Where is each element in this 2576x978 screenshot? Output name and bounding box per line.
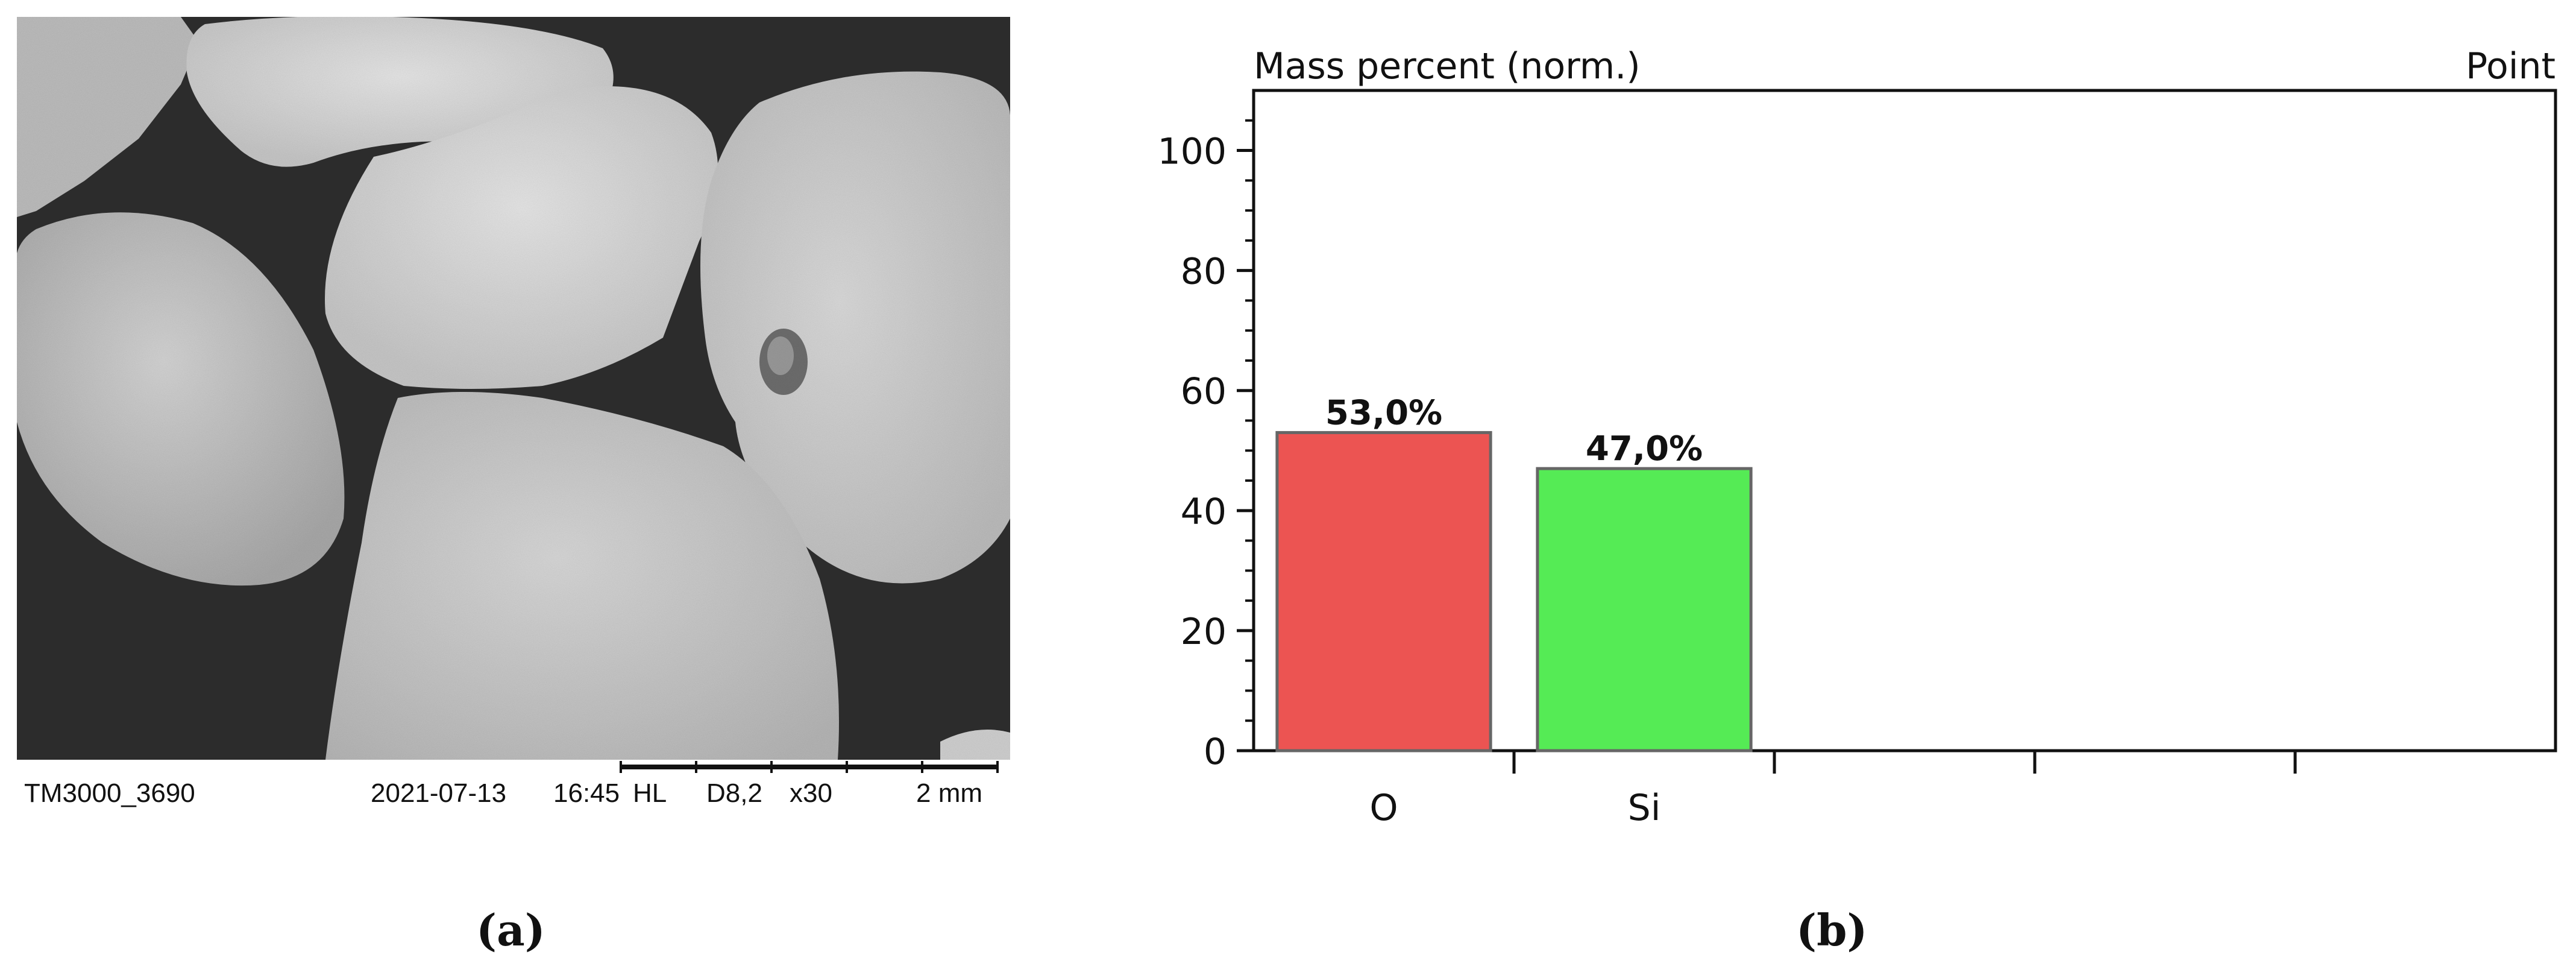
- grain-top-left: [17, 17, 199, 217]
- sem-time-label: 16:45: [553, 778, 620, 808]
- sem-instrument-label: TM3000_3690: [24, 778, 195, 808]
- chart-labels: 0 20 40 60 80 100 53,0% O 47,0% Si: [1157, 131, 1703, 829]
- bar-o: [1275, 431, 1492, 752]
- mass-percent-chart: Mass percent (norm.) Point 0 20 40 60 80 100 5…: [1157, 45, 2557, 829]
- grain-bottom: [325, 392, 839, 760]
- figure-caption-b: (b): [1796, 904, 1868, 956]
- sem-panel: TM3000_3690 2021-07-13 16:45 HL D8,2 x30…: [0, 0, 1025, 976]
- chart-mode-label: Point: [2466, 45, 2556, 87]
- figure-caption-a: (a): [476, 904, 545, 956]
- grain-right: [700, 71, 1010, 584]
- chart-bars: [1275, 431, 1753, 752]
- sem-working-distance-label: D8,2: [706, 778, 762, 808]
- bar-si: [1536, 467, 1753, 752]
- grain-middle: [325, 86, 718, 390]
- y-tick-label: 20: [1181, 611, 1227, 653]
- sem-scale-label: 2 mm: [916, 778, 982, 808]
- chart-panel: Mass percent (norm.) Point 0 20 40 60 80 100 5…: [1085, 0, 2576, 976]
- sem-mode-label: HL: [633, 778, 667, 808]
- y-tick-label: 40: [1181, 491, 1227, 533]
- sem-magnification-label: x30: [790, 778, 832, 808]
- sem-micrograph: TM3000_3690 2021-07-13 16:45 HL D8,2 x30…: [17, 17, 1010, 808]
- bar-value-label: 47,0%: [1586, 429, 1703, 468]
- bar-value-label: 53,0%: [1325, 393, 1442, 432]
- x-category-label: O: [1369, 787, 1398, 829]
- grain-left: [17, 212, 345, 586]
- y-tick-label: 80: [1181, 251, 1227, 293]
- sem-scale-bar: [620, 761, 999, 773]
- sem-date-label: 2021-07-13: [371, 778, 506, 808]
- y-tick-label: 60: [1181, 371, 1227, 413]
- chart-title: Mass percent (norm.): [1254, 45, 1641, 87]
- grain-bottom-right-fragment: [940, 730, 1010, 760]
- x-category-label: Si: [1628, 787, 1661, 829]
- y-tick-label: 100: [1157, 131, 1227, 173]
- chart-axes: [1237, 89, 2557, 774]
- y-tick-label: 0: [1204, 731, 1227, 773]
